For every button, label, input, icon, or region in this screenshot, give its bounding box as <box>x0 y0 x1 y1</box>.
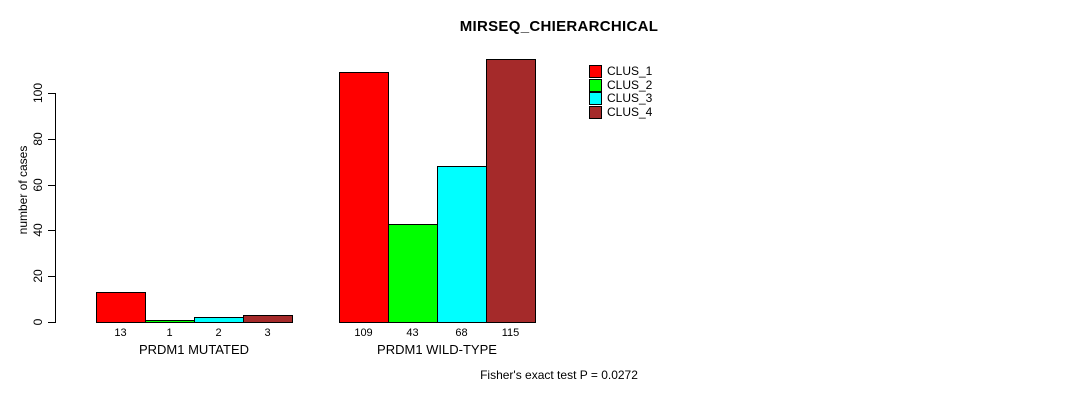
legend-swatch-clus_1 <box>589 65 602 78</box>
bar-value-label: 109 <box>354 327 373 339</box>
y-axis-line <box>55 93 56 323</box>
bar-value-label: 1 <box>166 327 173 339</box>
bar-value-label: 13 <box>114 327 127 339</box>
y-axis-tick <box>48 138 55 140</box>
bar-clus_4-group1 <box>243 315 293 323</box>
bar-clus_1-group2 <box>339 72 389 323</box>
bar-value-label: 3 <box>264 327 271 339</box>
bar-value-label: 68 <box>455 327 468 339</box>
bar-clus_2-group2 <box>388 224 438 323</box>
y-axis-label: number of cases <box>16 145 30 235</box>
bar-clus_4-group2 <box>486 59 536 323</box>
group-label: PRDM1 MUTATED <box>138 342 250 357</box>
annotation-text: Fisher's exact test P = 0.0272 <box>480 368 638 382</box>
y-axis-tick-label: 0 <box>31 318 45 326</box>
bar-clus_1-group1 <box>96 292 146 323</box>
bar-clus_3-group1 <box>194 317 244 323</box>
y-axis-tick-label: 60 <box>31 177 45 192</box>
y-axis-tick-label: 80 <box>31 132 45 146</box>
y-axis-tick <box>48 276 55 278</box>
y-axis-tick-label: 100 <box>31 82 45 104</box>
legend-swatch-clus_4 <box>589 106 602 120</box>
legend-swatch-clus_3 <box>589 92 602 106</box>
group-label: PRDM1 WILD-TYPE <box>377 342 497 357</box>
y-axis-tick <box>48 230 55 232</box>
y-axis-tick <box>48 184 55 186</box>
y-axis-tick <box>48 93 55 94</box>
legend-label: CLUS_1 <box>607 64 653 78</box>
bar-value-label: 2 <box>215 327 222 339</box>
legend-label: CLUS_2 <box>607 77 653 92</box>
bar-value-label: 115 <box>501 327 520 339</box>
y-axis-tick-label: 20 <box>31 269 45 283</box>
legend-label: CLUS_3 <box>607 91 653 106</box>
bar-value-label: 43 <box>406 327 419 339</box>
chart-title: MIRSEQ_CHIERARCHICAL <box>459 18 659 35</box>
legend-label: CLUS_4 <box>607 105 653 120</box>
y-axis-tick <box>48 322 55 323</box>
bar-clus_2-group1 <box>145 320 195 323</box>
y-axis-tick-label: 40 <box>31 223 45 238</box>
legend-swatch-clus_2 <box>589 78 602 92</box>
bar-clus_3-group2 <box>437 166 487 323</box>
